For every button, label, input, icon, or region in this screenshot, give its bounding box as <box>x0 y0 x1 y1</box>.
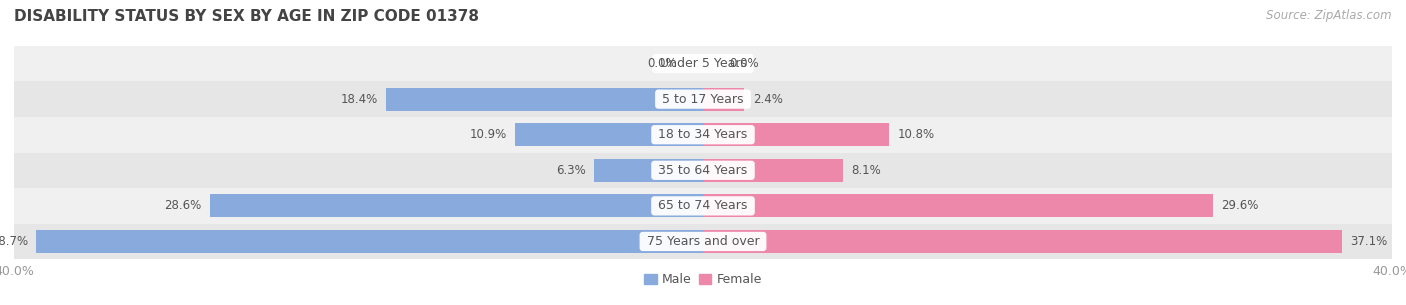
Bar <box>703 88 744 111</box>
Text: 8.1%: 8.1% <box>851 164 882 177</box>
Bar <box>703 159 842 182</box>
Text: 38.7%: 38.7% <box>0 235 28 248</box>
Bar <box>14 81 1392 117</box>
Text: 18 to 34 Years: 18 to 34 Years <box>654 128 752 141</box>
Text: 10.8%: 10.8% <box>897 128 935 141</box>
Bar <box>387 88 703 111</box>
Bar <box>211 194 703 217</box>
Text: 65 to 74 Years: 65 to 74 Years <box>654 199 752 212</box>
Text: 0.0%: 0.0% <box>728 57 758 70</box>
Text: 5 to 17 Years: 5 to 17 Years <box>658 93 748 106</box>
Text: DISABILITY STATUS BY SEX BY AGE IN ZIP CODE 01378: DISABILITY STATUS BY SEX BY AGE IN ZIP C… <box>14 9 479 24</box>
Text: 6.3%: 6.3% <box>557 164 586 177</box>
Text: 10.9%: 10.9% <box>470 128 506 141</box>
Text: Source: ZipAtlas.com: Source: ZipAtlas.com <box>1267 9 1392 22</box>
Bar <box>14 224 1392 259</box>
Bar <box>703 194 1213 217</box>
Text: 75 Years and over: 75 Years and over <box>643 235 763 248</box>
Bar <box>14 152 1392 188</box>
Bar <box>14 188 1392 224</box>
Text: 0.0%: 0.0% <box>648 57 678 70</box>
Text: 28.6%: 28.6% <box>165 199 202 212</box>
Bar <box>37 230 703 253</box>
Bar <box>595 159 703 182</box>
Bar <box>14 117 1392 152</box>
Text: 2.4%: 2.4% <box>754 93 783 106</box>
Bar <box>14 46 1392 81</box>
Text: Under 5 Years: Under 5 Years <box>655 57 751 70</box>
Bar <box>703 123 889 146</box>
Text: 35 to 64 Years: 35 to 64 Years <box>654 164 752 177</box>
Bar <box>703 230 1341 253</box>
Text: 18.4%: 18.4% <box>340 93 377 106</box>
Bar <box>515 123 703 146</box>
Text: 37.1%: 37.1% <box>1351 235 1388 248</box>
Text: 29.6%: 29.6% <box>1222 199 1258 212</box>
Legend: Male, Female: Male, Female <box>640 268 766 292</box>
